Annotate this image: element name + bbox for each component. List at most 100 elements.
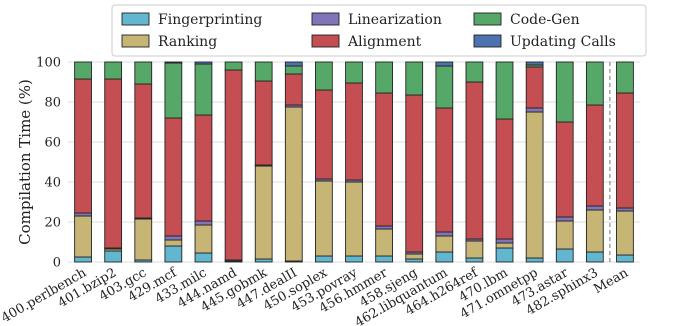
y-tick-label: 60 <box>44 136 61 151</box>
bar-segment <box>495 238 514 244</box>
bar-segment <box>164 62 183 119</box>
legend-swatch <box>311 12 340 26</box>
bar-segment <box>555 61 574 123</box>
bar-segment <box>134 83 153 219</box>
bar-segment <box>164 61 183 64</box>
legend-label: Fingerprinting <box>158 12 262 28</box>
bar-stack <box>194 61 213 263</box>
bar-segment <box>585 209 604 253</box>
bar-segment <box>375 92 393 227</box>
bar-segment <box>74 256 92 263</box>
bar-stack <box>284 61 303 263</box>
bar-segment <box>525 107 544 113</box>
legend-label: Code-Gen <box>510 12 580 28</box>
bar-segment <box>525 66 544 109</box>
bar-segment <box>555 121 574 218</box>
legend-label: Updating Calls <box>510 34 616 50</box>
bar-segment <box>134 218 153 261</box>
legend-label: Alignment <box>347 34 422 50</box>
y-tick-label: 0 <box>53 256 61 271</box>
bar-segment <box>585 205 604 211</box>
bar-segment <box>345 255 363 263</box>
bar-segment <box>164 117 183 237</box>
bar-stack <box>134 61 153 263</box>
bar-segment <box>375 255 393 263</box>
bar-segment <box>555 216 574 222</box>
y-tick-label: 20 <box>44 216 61 231</box>
bar-segment <box>194 114 213 222</box>
bar-segment <box>465 81 484 240</box>
bar-segment <box>224 69 243 261</box>
bar-segment <box>284 61 303 67</box>
bar-segment <box>284 65 303 75</box>
bar-stack <box>254 61 273 263</box>
bar-segment <box>375 61 393 94</box>
bar-segment <box>616 210 634 256</box>
bar-stack <box>315 61 333 263</box>
y-tick-labels: 0 20 40 60 80 100 <box>36 56 61 271</box>
x-tick-labels: 400.perlbench401.bzip2403.gcc429.mcf433.… <box>0 265 631 326</box>
legend-label: Linearization <box>348 12 442 28</box>
bar-stack <box>224 61 243 263</box>
bar-segment <box>164 239 183 247</box>
bar-segment <box>465 240 484 259</box>
bar-segment <box>194 61 213 65</box>
bar-segment <box>194 63 213 116</box>
bar-segment <box>315 89 333 180</box>
bar-stack <box>375 61 393 263</box>
bar-segment <box>315 61 333 91</box>
bar-segment <box>616 254 634 263</box>
bar-segment <box>435 61 454 67</box>
bar-segment <box>555 220 574 250</box>
y-axis-label: Compilation Time (%) <box>16 79 34 245</box>
bar-segment <box>495 247 514 263</box>
bar-stack <box>585 61 604 263</box>
bar-stack <box>616 61 634 263</box>
bar-segment <box>345 82 363 181</box>
bar-segment <box>194 224 213 254</box>
bar-segment <box>495 242 514 249</box>
bar-segment <box>495 61 514 120</box>
bar-segment <box>254 80 273 166</box>
bar-segment <box>555 248 574 263</box>
bar-segment <box>164 245 183 263</box>
bar-segment <box>405 61 424 96</box>
bar-segment <box>74 78 92 214</box>
bar-segment <box>284 73 303 106</box>
bar-segment <box>194 220 213 226</box>
y-tick-label: 100 <box>36 56 61 71</box>
bars <box>74 61 634 263</box>
bar-segment <box>134 61 153 85</box>
bar-segment <box>104 78 123 249</box>
bar-segment <box>435 235 454 253</box>
legend-box <box>111 4 647 57</box>
legend: Fingerprinting Ranking Linearization Alignm… <box>111 4 647 57</box>
bar-segment <box>405 258 424 263</box>
bar-segment <box>435 251 454 263</box>
bar-stack <box>525 61 544 263</box>
bar-segment <box>616 92 634 209</box>
legend-swatch <box>121 12 150 26</box>
bar-segment <box>254 165 273 260</box>
bar-segment <box>525 61 544 66</box>
bar-segment <box>104 250 123 263</box>
bar-stack <box>104 61 123 263</box>
bar-stack <box>465 61 484 263</box>
bar-stack <box>495 61 514 263</box>
bar-segment <box>435 65 454 109</box>
bar-stack <box>74 61 92 263</box>
y-tick-label: 80 <box>44 96 61 111</box>
bar-segment <box>525 111 544 259</box>
bar-segment <box>284 106 303 262</box>
legend-label: Ranking <box>158 34 217 50</box>
bar-segment <box>315 255 333 263</box>
bar-segment <box>194 252 213 263</box>
legend-swatch <box>473 34 502 48</box>
bar-segment <box>345 181 363 257</box>
legend-swatch <box>121 34 150 48</box>
bar-segment <box>616 61 634 94</box>
bar-segment <box>465 257 484 263</box>
bar-stack <box>164 61 183 263</box>
bar-segment <box>74 61 92 80</box>
bar-segment <box>345 61 363 84</box>
